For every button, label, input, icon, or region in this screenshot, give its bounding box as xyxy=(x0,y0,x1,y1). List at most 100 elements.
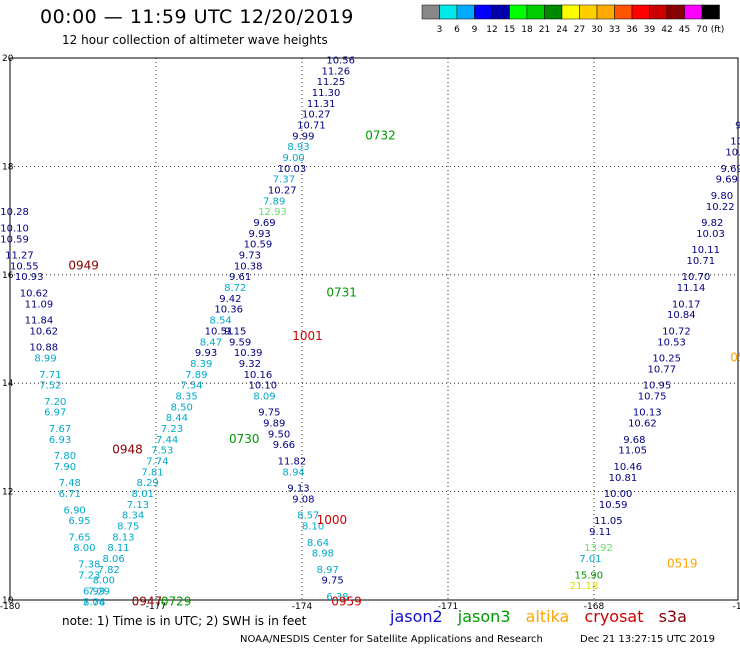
wave-height-value: 11.25 xyxy=(317,77,346,88)
wave-height-value: 9.50 xyxy=(268,429,290,440)
wave-height-value: 10.16 xyxy=(244,370,273,381)
wave-height-value: 7.90 xyxy=(54,462,76,473)
wave-height-value: 10.46 xyxy=(613,462,642,473)
wave-height-value: 7.54 xyxy=(180,381,202,392)
legend-s3a: s3a xyxy=(658,607,687,626)
wave-height-value: 8.44 xyxy=(166,413,188,424)
footer-note: note: 1) Time is in UTC; 2) SWH is in fe… xyxy=(62,614,307,628)
wave-height-value: 9.15 xyxy=(224,326,246,337)
wave-height-value: 9.69 xyxy=(253,218,275,229)
pass-time-label: 0948 xyxy=(112,443,143,457)
wave-height-value: 6.99 xyxy=(83,587,105,598)
wave-height-value: 10.88 xyxy=(29,343,58,354)
wave-height-value: 10.77 xyxy=(648,364,677,375)
wave-height-value: 9.93 xyxy=(248,229,270,240)
chart-title: 00:00 — 11:59 UTC 12/20/2019 xyxy=(40,6,354,28)
wave-height-value: 11.82 xyxy=(278,457,307,468)
wave-height-value: 8.00 xyxy=(93,576,115,587)
wave-height-value: 6.90 xyxy=(64,505,86,516)
wave-height-value: 10.17 xyxy=(730,137,740,148)
pass-time-label: 0732 xyxy=(365,128,396,142)
wave-height-value: 7.04 xyxy=(83,597,105,608)
wave-height-value: 11.27 xyxy=(5,251,34,262)
pass-time-label: 0730 xyxy=(229,432,260,446)
wave-height-value: 10.28 xyxy=(0,207,29,218)
color-tick-label: 24 xyxy=(556,25,568,35)
wave-height-value: 9.93 xyxy=(195,348,217,359)
wave-height-value: 9.66 xyxy=(273,440,295,451)
color-tick-label: 39 xyxy=(644,25,656,35)
wave-height-value: 6.38 xyxy=(326,592,348,603)
satellite-legend: jason2 jason3 altika cryosat s3a xyxy=(390,607,697,626)
wave-height-value: 8.13 xyxy=(112,532,134,543)
wave-height-value: 11.26 xyxy=(321,66,350,77)
wave-height-value: 8.39 xyxy=(190,359,212,370)
wave-height-value: 7.52 xyxy=(39,381,61,392)
color-tick-label: 6 xyxy=(454,25,460,35)
wave-height-value: 9.68 xyxy=(623,435,645,446)
wave-height-value: 6.97 xyxy=(44,408,66,419)
wave-height-value: 6.95 xyxy=(68,516,90,527)
pass-time-label: 1000 xyxy=(317,513,348,527)
pass-time-label: 0731 xyxy=(326,285,357,299)
wave-height-value: 10.51 xyxy=(205,326,234,337)
wave-height-value: 9.61 xyxy=(229,272,251,283)
wave-height-value: 9.08 xyxy=(292,494,314,505)
wave-height-value: 10.59 xyxy=(0,234,29,245)
color-unit-label: (ft) xyxy=(711,25,725,35)
wave-height-value: 8.98 xyxy=(312,549,334,560)
pass-time-label: 0947 xyxy=(132,594,163,608)
x-tick-label: -16 xyxy=(733,602,740,610)
wave-height-value: 7.81 xyxy=(141,467,163,478)
wave-height-value: 10.13 xyxy=(633,408,662,419)
wave-height-value: 10.62 xyxy=(20,288,49,299)
legend-jason2: jason2 xyxy=(390,607,443,626)
wave-height-value: 7.65 xyxy=(68,532,90,543)
wave-height-value: 10.62 xyxy=(29,326,58,337)
wave-height-value: 8.00 xyxy=(73,543,95,554)
wave-height-value: 10.17 xyxy=(672,299,701,310)
wave-height-value: 7.74 xyxy=(146,457,168,468)
wave-height-value: 8.06 xyxy=(102,554,124,565)
color-tick-label: 45 xyxy=(679,25,690,35)
y-tick-label: 10 xyxy=(2,596,14,606)
wave-height-value: 10.95 xyxy=(643,381,672,392)
wave-height-value: 10.93 xyxy=(15,272,44,283)
wave-height-value: 10.14 xyxy=(725,148,740,159)
wave-height-value: 8.01 xyxy=(132,489,154,500)
color-tick-label: 27 xyxy=(574,25,585,35)
legend-jason3: jason3 xyxy=(457,607,511,626)
wave-height-value: 6.93 xyxy=(49,435,71,446)
wave-height-value: 11.31 xyxy=(307,99,336,110)
altimeter-plot: -180 -177 -174 -171 -168 -16 10 12 14 16 18 20 10.28… xyxy=(0,54,740,610)
wave-height-value: 9.00 xyxy=(283,153,305,164)
y-tick-label: 12 xyxy=(2,488,13,498)
wave-height-value: 10.00 xyxy=(604,489,633,500)
wave-height-value: 8.93 xyxy=(287,142,309,153)
wave-height-value: 10.71 xyxy=(297,120,326,131)
color-tick-label: 42 xyxy=(661,25,672,35)
wave-height-value: 8.35 xyxy=(175,391,197,402)
wave-height-value: 8.99 xyxy=(34,354,56,365)
wave-height-value: 7.67 xyxy=(49,424,71,435)
wave-height-value: 10.70 xyxy=(682,272,711,283)
wave-height-value: 10.27 xyxy=(268,186,297,197)
wave-height-value: 10.56 xyxy=(326,55,355,66)
y-tick-label: 18 xyxy=(2,162,14,172)
wave-height-value: 9.11 xyxy=(589,527,611,538)
wave-height-value: 10.10 xyxy=(0,223,29,234)
wave-height-value: 10.75 xyxy=(638,391,667,402)
wave-height-value: 8.64 xyxy=(307,538,329,549)
y-tick-label: 20 xyxy=(2,54,14,64)
wave-height-value: 10.81 xyxy=(609,473,638,484)
wave-height-value: 8.47 xyxy=(200,337,222,348)
wave-height-value: 8.34 xyxy=(122,511,144,522)
wave-height-value: 7.01 xyxy=(579,554,601,565)
pass-time-label: 0959 xyxy=(331,594,362,608)
wave-height-value: 11.84 xyxy=(25,316,54,327)
wave-height-value: 8.54 xyxy=(210,316,232,327)
wave-height-value: 9.89 xyxy=(263,419,285,430)
wave-height-value: 9.42 xyxy=(219,294,241,305)
color-tick-label: 12 xyxy=(486,25,497,35)
chart-subtitle: 12 hour collection of altimeter wave hei… xyxy=(62,33,328,47)
